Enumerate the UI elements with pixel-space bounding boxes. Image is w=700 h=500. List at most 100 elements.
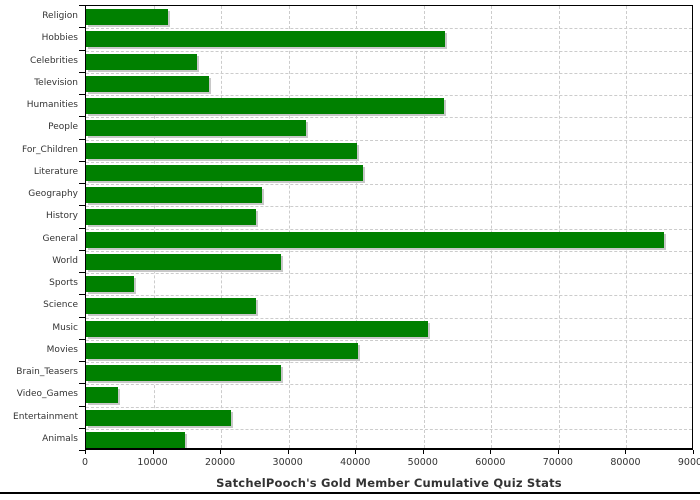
value-axis-tick-label: 10000 <box>137 457 168 468</box>
plot-area <box>85 5 693 450</box>
value-axis-tick <box>422 450 424 454</box>
horizontal-gridline <box>86 50 692 52</box>
category-axis-tick <box>79 294 85 296</box>
horizontal-gridline <box>86 250 692 252</box>
category-axis-tick <box>79 49 85 51</box>
category-label-general: General <box>42 233 78 244</box>
bar-world <box>86 253 281 270</box>
horizontal-gridline <box>86 28 692 30</box>
bar-religion <box>86 9 168 25</box>
vertical-gridline <box>356 6 358 448</box>
value-axis-tick-label: 80000 <box>610 457 641 468</box>
bar-brain_teasers <box>86 365 281 381</box>
horizontal-gridline <box>86 228 692 230</box>
category-axis-tick <box>79 160 85 162</box>
category-label-humanities: Humanities <box>26 100 78 110</box>
bar-movies <box>86 342 358 359</box>
bar-animals <box>86 431 185 448</box>
category-label-movies: Movies <box>46 344 78 355</box>
value-axis-tick <box>557 450 559 454</box>
category-axis-tick <box>79 249 85 251</box>
category-axis-tick <box>79 27 85 29</box>
horizontal-gridline <box>86 362 692 363</box>
category-axis-tick <box>79 361 85 362</box>
horizontal-gridline <box>86 117 692 119</box>
bar-humanities <box>86 98 444 114</box>
category-label-sports: Sports <box>49 278 78 288</box>
bar-science <box>86 298 256 315</box>
category-axis-tick <box>79 183 85 184</box>
horizontal-gridline <box>86 72 692 74</box>
category-axis-tick <box>79 5 85 6</box>
value-axis-tick-label: 30000 <box>272 457 303 468</box>
category-label-television: Television <box>34 77 78 88</box>
category-label-celebrities: Celebrities <box>29 55 78 66</box>
bar-entertainment <box>86 409 231 426</box>
value-axis-tick-label: 0 <box>81 457 89 468</box>
horizontal-gridline <box>86 339 692 341</box>
vertical-gridline <box>288 6 290 448</box>
bar-history <box>86 209 256 226</box>
vertical-gridline <box>491 6 493 448</box>
bar-music <box>86 320 428 337</box>
horizontal-gridline <box>86 384 692 386</box>
horizontal-gridline <box>86 406 692 408</box>
value-axis-tick-label: 70000 <box>542 457 573 468</box>
category-label-hobbies: Hobbies <box>41 33 78 44</box>
category-label-literature: Literature <box>33 166 78 177</box>
value-axis-tick <box>85 450 86 454</box>
value-axis-tick-label: 40000 <box>340 457 371 468</box>
value-axis-tick-label: 20000 <box>204 457 236 468</box>
value-axis-tick <box>355 450 357 454</box>
bar-general <box>86 231 664 248</box>
category-axis-tick <box>79 71 85 73</box>
value-axis-tick <box>287 450 289 454</box>
category-label-religion: Religion <box>42 11 78 21</box>
category-label-people: People <box>48 122 78 133</box>
horizontal-gridline <box>86 184 692 185</box>
category-label-world: World <box>52 255 78 266</box>
category-axis-tick <box>79 227 85 229</box>
category-axis-tick <box>79 450 85 451</box>
vertical-gridline <box>423 6 425 448</box>
horizontal-gridline <box>86 206 692 208</box>
category-axis-tick <box>79 338 85 340</box>
bar-geography <box>86 187 262 203</box>
category-label-brain_teasers: Brain_Teasers <box>16 367 78 377</box>
value-axis-tick <box>693 450 694 454</box>
category-axis-tick <box>79 316 85 318</box>
category-label-animals: Animals <box>42 433 78 444</box>
horizontal-gridline <box>86 139 692 141</box>
category-axis-tick <box>79 116 85 118</box>
category-axis-tick <box>79 405 85 407</box>
axis-title: SatchelPooch's Gold Member Cumulative Qu… <box>216 476 562 490</box>
category-axis-tick <box>79 427 85 429</box>
category-axis-tick <box>79 383 85 385</box>
vertical-gridline <box>153 6 155 448</box>
bar-television <box>86 75 209 92</box>
category-label-geography: Geography <box>28 189 78 199</box>
category-axis-tick <box>79 138 85 140</box>
value-axis-tick <box>220 450 222 454</box>
category-axis-tick <box>79 205 85 207</box>
bar-celebrities <box>86 53 197 70</box>
category-axis-tick <box>79 94 85 95</box>
value-axis-tick <box>152 450 154 454</box>
vertical-gridline <box>626 6 628 448</box>
horizontal-gridline <box>86 273 692 274</box>
category-label-history: History <box>45 211 78 222</box>
category-label-music: Music <box>52 322 78 333</box>
category-label-entertainment: Entertainment <box>13 411 78 422</box>
value-axis-tick-label: 50000 <box>407 457 438 468</box>
horizontal-gridline <box>86 161 692 163</box>
bar-hobbies <box>86 31 445 48</box>
vertical-gridline <box>558 6 560 448</box>
category-axis-tick <box>79 272 85 273</box>
bar-video_games <box>86 387 118 404</box>
bar-people <box>86 120 306 137</box>
horizontal-gridline <box>86 95 692 96</box>
horizontal-gridline <box>86 317 692 319</box>
bar-sports <box>86 276 134 292</box>
bar-literature <box>86 164 363 181</box>
